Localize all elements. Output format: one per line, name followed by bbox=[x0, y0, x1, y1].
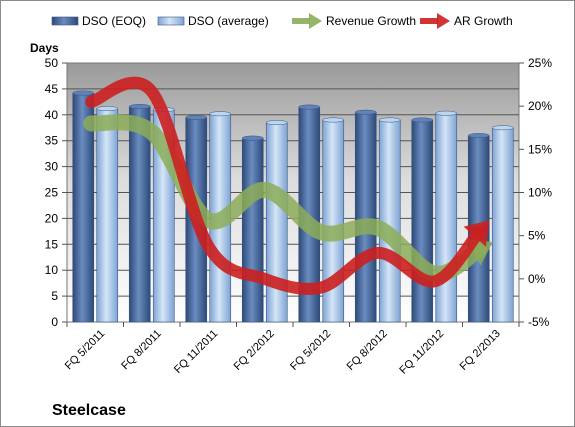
y-tick-label: 40 bbox=[45, 108, 59, 122]
revenue-growth-line bbox=[83, 114, 487, 282]
y-tick-label: 0 bbox=[51, 315, 58, 329]
bar-dso-average bbox=[435, 112, 458, 323]
bar-cap bbox=[322, 117, 344, 123]
bar-cap bbox=[411, 117, 433, 123]
chart-title: Steelcase bbox=[52, 402, 126, 419]
y2-tick-label: 5% bbox=[528, 229, 546, 243]
legend-label: AR Growth bbox=[454, 14, 513, 28]
ar-growth-arrowhead bbox=[463, 220, 490, 247]
bar-cap bbox=[435, 110, 457, 116]
y2-tick-label: 20% bbox=[528, 99, 552, 113]
legend-arrow bbox=[309, 13, 322, 29]
y-axis-left: 0 5 10 15 20 25 30 35 40 45 50 bbox=[45, 56, 67, 329]
y-tick-label: 10 bbox=[45, 263, 59, 277]
legend: DSO (EOQ) DSO (average) Revenue Growth AR G… bbox=[51, 13, 513, 29]
bar-dso-average bbox=[265, 122, 288, 323]
bar-cap bbox=[379, 117, 401, 123]
bar-dso-average bbox=[491, 127, 514, 323]
bar-cap bbox=[129, 104, 151, 109]
bar-cap bbox=[266, 120, 288, 126]
bar-cap bbox=[355, 109, 377, 115]
y-tick-label: 5 bbox=[51, 289, 58, 303]
y2-tick-label: 0% bbox=[528, 272, 546, 286]
bar-dso-eoq bbox=[241, 137, 264, 323]
bar-cap bbox=[468, 133, 490, 138]
ar-growth-line bbox=[85, 76, 485, 295]
y-tick-label: 45 bbox=[45, 82, 59, 96]
bar-cap bbox=[96, 106, 118, 112]
y-tick-label: 50 bbox=[45, 56, 59, 70]
y-axis-right: -5% 0% 5% 10% 15% 20% 25% bbox=[519, 56, 552, 329]
y-axis-title: Days bbox=[30, 41, 59, 55]
y2-tick-label: 25% bbox=[528, 56, 552, 70]
legend-swatch bbox=[51, 16, 79, 26]
y-tick-label: 15 bbox=[45, 237, 59, 251]
bar-dso-eoq bbox=[354, 111, 377, 323]
bar-cap bbox=[72, 90, 94, 96]
bar-cap bbox=[298, 104, 320, 110]
legend-label: DSO (average) bbox=[188, 14, 269, 28]
legend-swatch bbox=[157, 16, 185, 26]
bar-cap bbox=[209, 111, 231, 117]
legend-label: Revenue Growth bbox=[326, 14, 416, 28]
bar-cap bbox=[185, 114, 207, 120]
growth-lines bbox=[83, 76, 493, 295]
bar-dso-average bbox=[378, 119, 401, 323]
legend-label: DSO (EOQ) bbox=[82, 14, 146, 28]
bar-dso-average bbox=[96, 108, 119, 323]
y2-tick-label: 10% bbox=[528, 186, 552, 200]
y-tick-label: 30 bbox=[45, 160, 59, 174]
bar-cap bbox=[492, 125, 514, 131]
bar-dso-eoq bbox=[411, 119, 434, 323]
bar-dso-eoq bbox=[128, 106, 151, 323]
y-tick-label: 35 bbox=[45, 134, 59, 148]
bar-cap bbox=[242, 135, 264, 141]
legend-arrow bbox=[437, 13, 450, 29]
y-tick-label: 25 bbox=[45, 186, 59, 200]
y2-tick-label: 15% bbox=[528, 142, 552, 156]
y-tick-label: 20 bbox=[45, 211, 59, 225]
y2-tick-label: -5% bbox=[528, 315, 550, 329]
